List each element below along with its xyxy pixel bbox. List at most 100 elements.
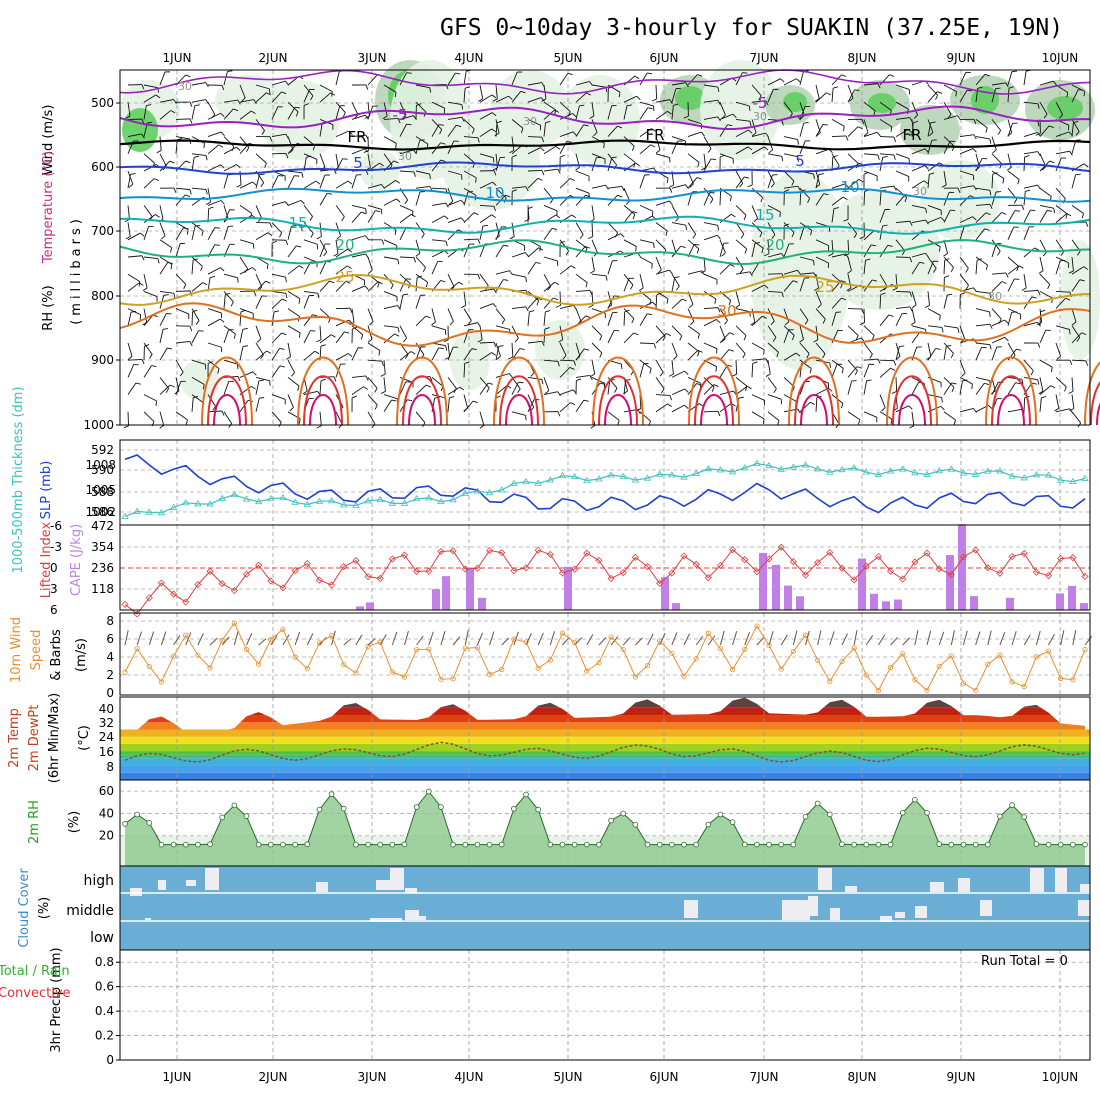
wind-barb (943, 209, 951, 223)
cloud-gap (845, 886, 857, 892)
thickness-marker (668, 471, 676, 478)
wind-barb-flag (840, 403, 844, 409)
wind-barb-flag (410, 351, 416, 355)
wind-barb (639, 101, 654, 107)
wind-barb (598, 637, 607, 646)
wind-barb-flag (541, 170, 545, 176)
wind-barb (671, 136, 686, 142)
thickness-marker (1056, 476, 1065, 483)
wind-barb-flag (374, 387, 378, 393)
wind-barb-flag (479, 424, 485, 429)
wind-barb-flag (750, 321, 756, 326)
upper-y-tick: 600 (91, 160, 114, 174)
wind-barb (271, 91, 282, 103)
wind-barb (511, 381, 519, 395)
wind-barb-flag (941, 184, 947, 188)
wind-barb (416, 635, 424, 646)
wind-barb-flag (928, 132, 934, 137)
wind-barb (1071, 394, 1075, 409)
wind-barb (495, 122, 498, 137)
wind-barb (463, 348, 473, 361)
wind-barb (233, 630, 239, 646)
wind-barb (591, 342, 603, 354)
wind-barb (863, 325, 875, 336)
wind-barb-flag (221, 85, 225, 91)
wind-barb-flag (279, 232, 283, 238)
wind-barb (127, 205, 130, 220)
wind-barb (207, 200, 222, 206)
wind-barb (428, 631, 434, 646)
wind-barb (959, 185, 974, 189)
wind-barb (207, 188, 211, 203)
wind-barb-flag (765, 100, 769, 106)
wind-barb-flag (1014, 210, 1021, 212)
wind-barb (562, 636, 570, 646)
top-day-label: 10JUN (1042, 51, 1079, 65)
rh-shade (920, 160, 1000, 240)
wind-barb-flag (569, 178, 575, 181)
wind-barb (591, 153, 606, 160)
wind-barb-flag (635, 246, 637, 252)
cloud-gap (405, 888, 417, 893)
li-marker (668, 569, 676, 577)
wind-barb (623, 239, 637, 247)
thickness-marker (959, 469, 968, 476)
wind-barb-flag (666, 178, 669, 184)
wind-barb-flag (572, 113, 577, 118)
wind-barb-flag (290, 372, 295, 377)
wind-barb-flag (579, 104, 585, 107)
wind-barb (751, 411, 765, 420)
wind-barb-flag (394, 92, 397, 98)
wind-barb (751, 284, 765, 292)
wind-barb-flag (795, 352, 801, 357)
wind-barb (783, 78, 797, 86)
wind-barb (1007, 170, 1020, 180)
wind-barb (591, 205, 595, 220)
wind-barb-flag (551, 227, 557, 230)
wind-barb-flag (195, 224, 201, 227)
thickness-marker (911, 469, 919, 476)
wind-marker (669, 650, 675, 656)
thickness-marker (716, 466, 725, 473)
wind-barb (1055, 260, 1061, 275)
wind-barb (783, 153, 798, 158)
wind-barb-flag (131, 310, 137, 313)
wind-barb-flag (460, 217, 465, 222)
wind-barb (879, 411, 893, 420)
wind-barb-flag (889, 74, 895, 77)
surface-isotherm (499, 375, 539, 426)
wind-barb (415, 84, 430, 89)
wind-barb (687, 74, 698, 86)
bottom-day-label: 6JUN (650, 1070, 679, 1084)
wind-barb (495, 119, 500, 134)
wind-barb-flag (984, 228, 990, 231)
wind-barb (223, 226, 229, 240)
label-temp-a: 2m Temp (7, 708, 22, 768)
wind-barb-flag (130, 173, 136, 175)
wind-barb-flag (662, 336, 666, 341)
wind-barb-flag (1038, 270, 1044, 274)
wind-barb (527, 136, 543, 138)
wind-barb (303, 239, 318, 245)
wind-barb (815, 256, 829, 264)
wind-barb (559, 131, 574, 138)
wind-barb-flag (649, 368, 652, 374)
wind-barb-flag (669, 99, 673, 105)
wind-barb (911, 122, 914, 137)
wind-barb (831, 74, 842, 86)
wind-barb-flag (729, 332, 735, 335)
wind-marker (790, 648, 796, 655)
wind-barb (959, 377, 973, 385)
wind-barb (221, 636, 230, 646)
wind-barb (575, 289, 590, 292)
wind-barb (1055, 325, 1070, 330)
wind-barb (815, 342, 826, 354)
wind-barb-flag (142, 287, 148, 292)
wind-barb-flag (688, 304, 694, 309)
wind-barb (351, 253, 366, 258)
wind-barb-flag (1066, 92, 1069, 98)
thickness-marker (899, 465, 907, 472)
wind-barb-flag (946, 344, 952, 347)
wind-barb (991, 82, 1006, 86)
